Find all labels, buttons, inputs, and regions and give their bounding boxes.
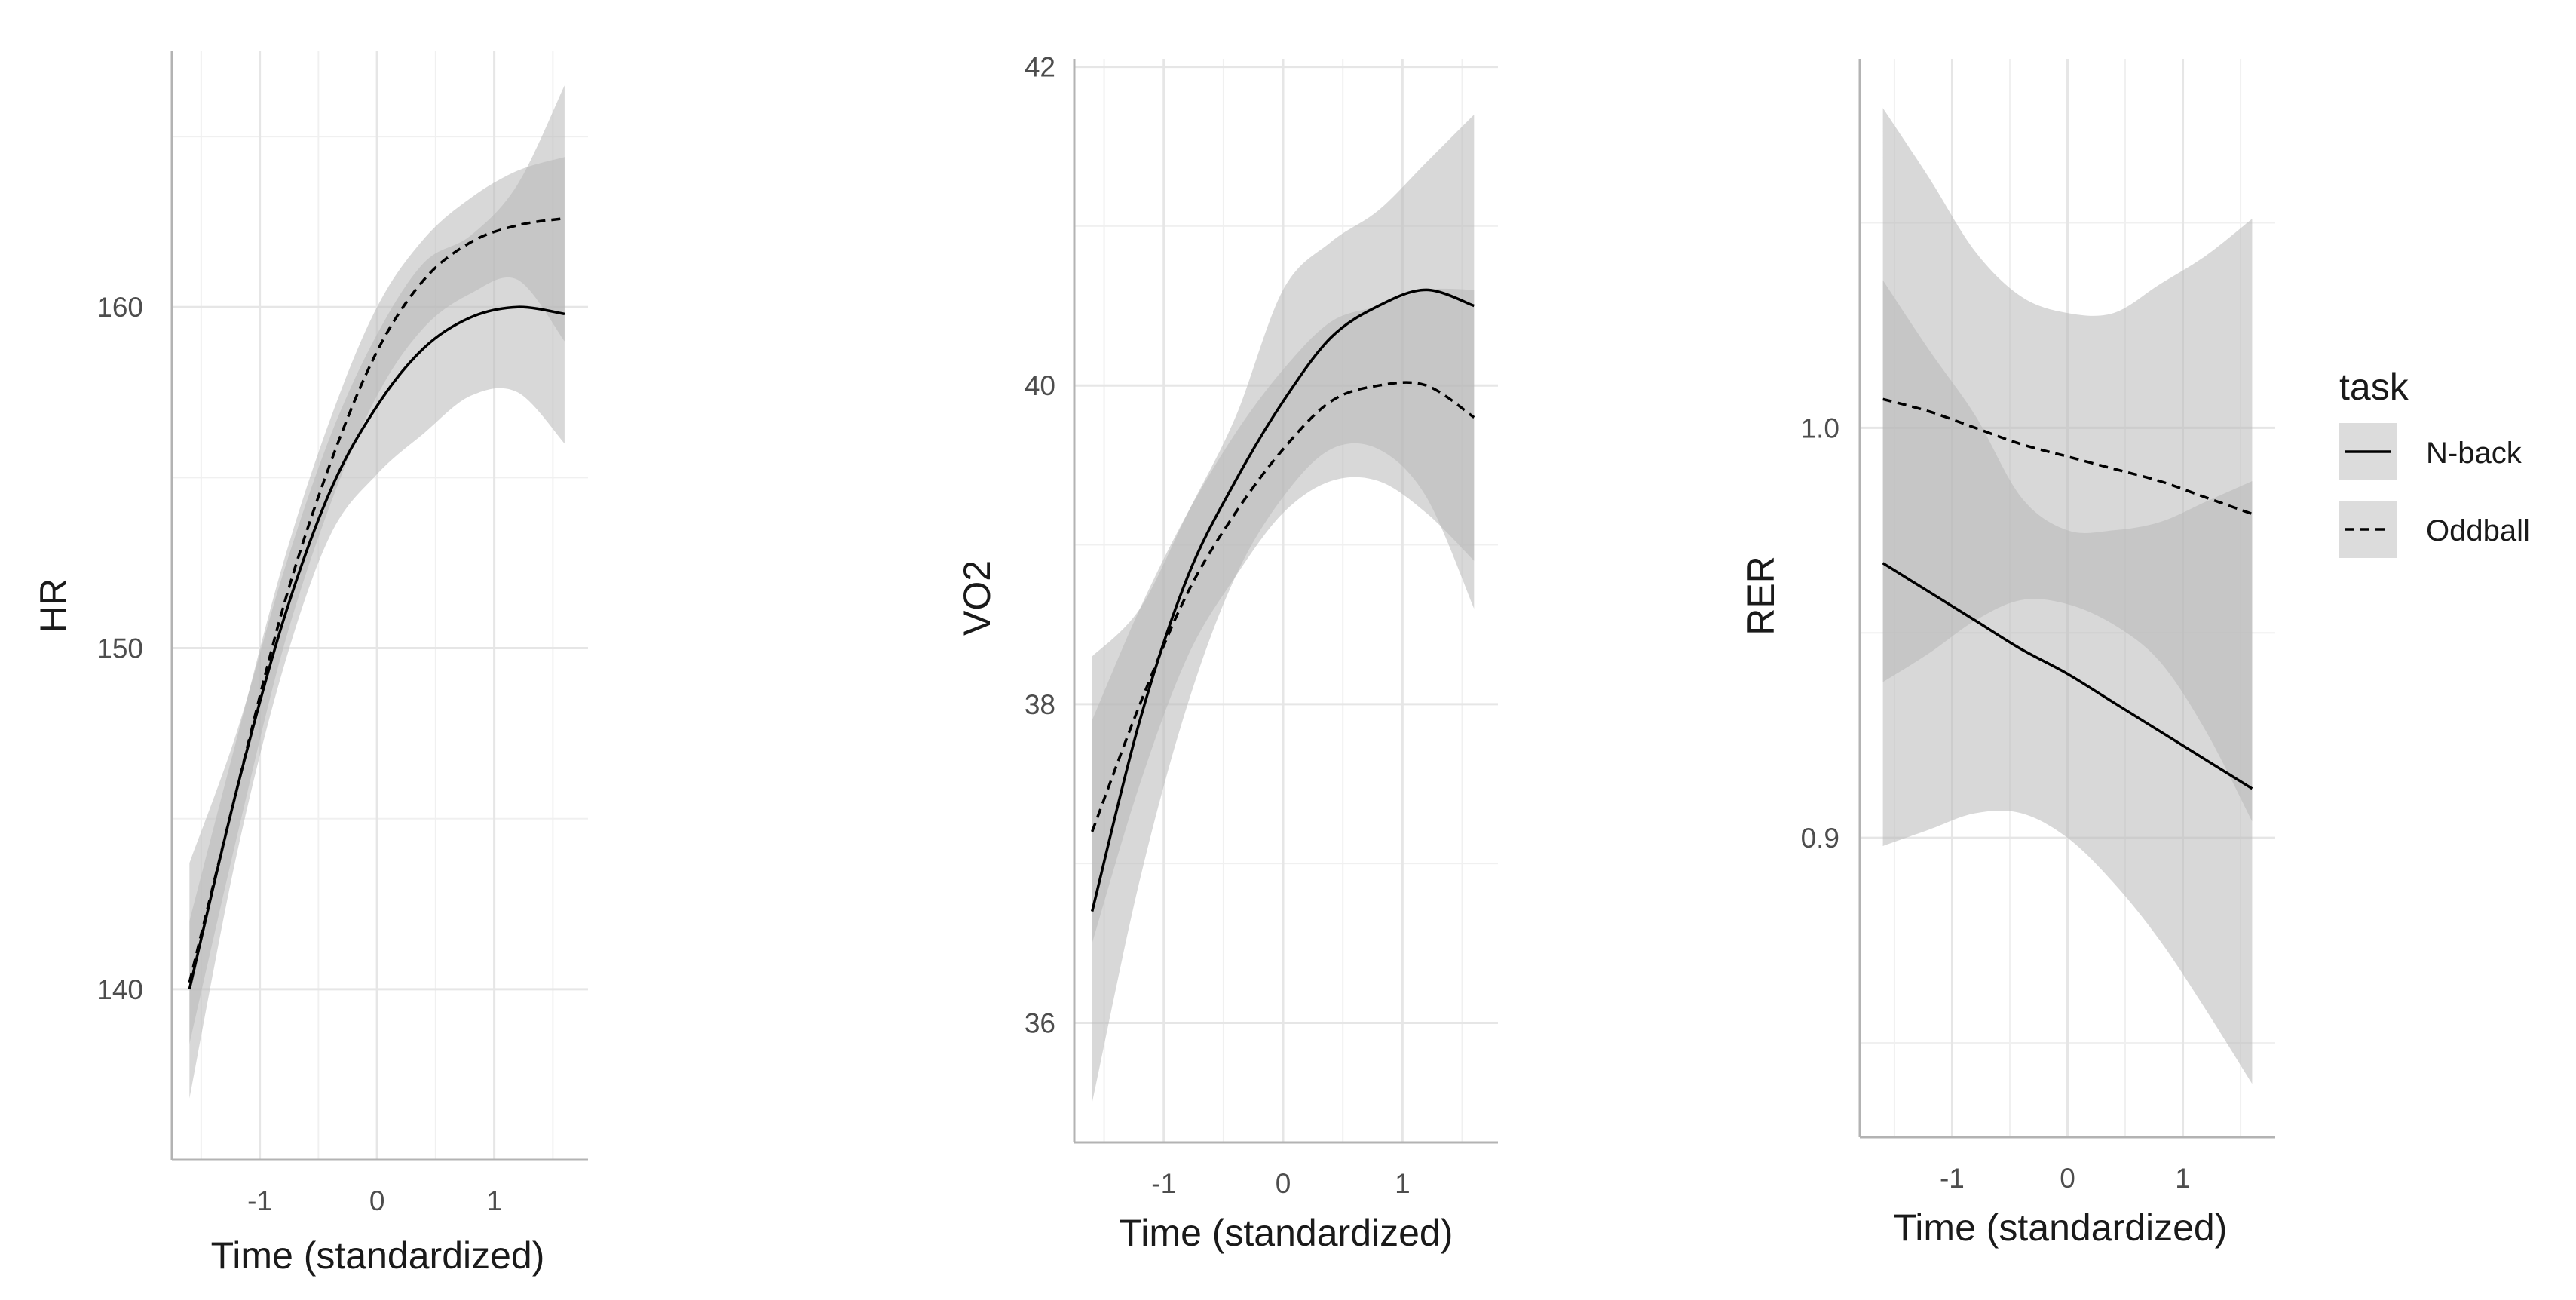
vo2-y-axis-title: VO2 [956, 560, 998, 636]
vo2-y-tick-label: 42 [1025, 52, 1055, 83]
rer-panel: -1 0 1 0.9 1.0 Time (standardized) RER [1740, 59, 2275, 1249]
vo2-x-tick-label: 0 [1276, 1168, 1291, 1199]
vo2-line-n-back [1091, 288, 1475, 912]
rer-y-tick-label: 1.0 [1801, 412, 1839, 443]
rer-x-axis-title: Time (standardized) [1894, 1206, 2228, 1249]
vo2-band-oddball [1092, 288, 1475, 943]
vo2-line-oddball [1091, 381, 1475, 832]
hr-confidence-bands [189, 85, 565, 1099]
rer-band-oddball [1882, 280, 2253, 822]
legend-title: task [2339, 366, 2409, 408]
rer-line-n-back [1882, 562, 2253, 790]
rer-x-tick-label: 1 [2175, 1163, 2191, 1194]
legend-label-oddball: Oddball [2426, 514, 2530, 547]
rer-x-tick-labels: -1 0 1 [1940, 1163, 2191, 1194]
hr-x-axis-title: Time (standardized) [211, 1234, 545, 1277]
hr-panel: -1 0 1 140 150 160 Time (standardized) HR [32, 51, 588, 1277]
rer-confidence-bands [1882, 108, 2253, 1084]
hr-y-tick-label: 160 [96, 292, 143, 323]
vo2-y-tick-label: 38 [1025, 689, 1055, 720]
vo2-y-tick-labels: 36 38 40 42 [1025, 52, 1055, 1039]
hr-line-oddball [188, 216, 565, 983]
vo2-y-tick-label: 36 [1025, 1008, 1055, 1039]
rer-y-tick-labels: 0.9 1.0 [1801, 412, 1839, 854]
vo2-confidence-bands [1092, 115, 1475, 1103]
legend: task N-back Oddball [2339, 366, 2530, 558]
hr-axes [170, 51, 588, 1161]
hr-band-oddball [189, 157, 565, 1044]
vo2-x-tick-label: -1 [1151, 1168, 1176, 1199]
rer-line-oddball [1882, 397, 2253, 516]
hr-y-axis-title: HR [32, 578, 75, 633]
vo2-x-tick-labels: -1 0 1 [1151, 1168, 1410, 1199]
hr-x-tick-label: 1 [486, 1185, 502, 1216]
hr-y-tick-labels: 140 150 160 [96, 292, 143, 1005]
hr-x-tick-label: 0 [369, 1185, 385, 1216]
rer-y-axis-title: RER [1740, 556, 1782, 636]
vo2-panel: -1 0 1 36 38 40 42 Time (standardized) VO2 [956, 52, 1498, 1254]
vo2-x-tick-label: 1 [1395, 1168, 1411, 1199]
rer-axes [1858, 59, 2275, 1139]
hr-y-tick-label: 140 [96, 974, 143, 1005]
hr-x-tick-labels: -1 0 1 [247, 1185, 502, 1216]
hr-fit-lines [188, 216, 565, 990]
vo2-axes [1073, 59, 1498, 1144]
vo2-y-tick-label: 40 [1025, 370, 1055, 401]
rer-x-tick-label: 0 [2060, 1163, 2075, 1194]
hr-y-tick-label: 150 [96, 633, 143, 664]
rer-y-tick-label: 0.9 [1801, 823, 1839, 854]
rer-x-tick-label: -1 [1940, 1163, 1965, 1194]
legend-label-n-back: N-back [2426, 437, 2522, 470]
hr-band-n-back [189, 85, 565, 1099]
vo2-x-axis-title: Time (standardized) [1120, 1212, 1453, 1254]
hr-x-tick-label: -1 [247, 1185, 272, 1216]
rer-fit-lines [1882, 397, 2253, 790]
vo2-fit-lines [1091, 288, 1475, 912]
